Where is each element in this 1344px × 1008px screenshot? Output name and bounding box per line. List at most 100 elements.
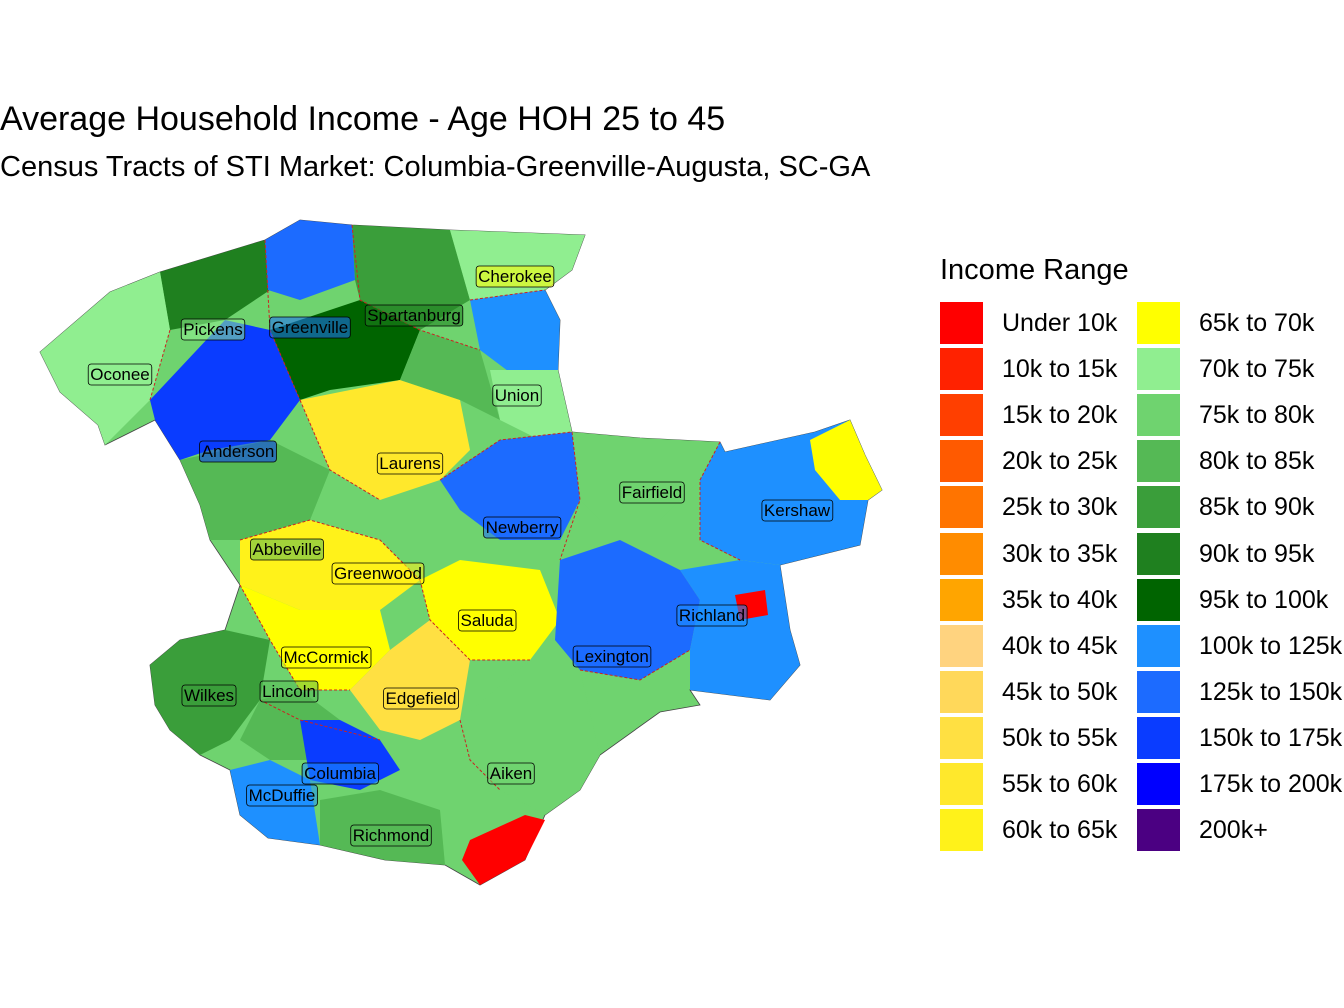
svg-text:Pickens: Pickens [183,320,243,339]
svg-text:Oconee: Oconee [90,365,150,384]
county-label-wilkes: Wilkes [181,684,237,707]
svg-text:Wilkes: Wilkes [184,686,234,705]
svg-text:Richland: Richland [679,606,745,625]
svg-text:McCormick: McCormick [284,648,369,667]
svg-text:Richmond: Richmond [353,826,430,845]
county-label-laurens: Laurens [376,452,444,475]
svg-text:Saluda: Saluda [461,611,514,630]
legend-swatch [1137,440,1180,483]
legend-swatch [940,348,983,391]
legend-swatch [940,809,983,852]
legend-label: 65k to 70k [1199,309,1315,337]
legend-swatch [940,394,983,437]
svg-text:Abbeville: Abbeville [253,540,322,559]
legend-label: 200k+ [1199,816,1268,845]
legend-item: 40k to 45k [940,623,1150,669]
legend-swatch [940,670,983,713]
svg-text:Lexington: Lexington [575,647,649,666]
county-label-abbeville: Abbeville [250,538,324,561]
legend-label: 80k to 85k [1199,447,1315,476]
county-label-edgefield: Edgefield [383,687,459,710]
county-label-richmond: Richmond [350,824,432,847]
legend-label: 125k to 150k [1199,677,1343,706]
svg-text:Aiken: Aiken [490,764,533,783]
legend-label: 50k to 55k [1002,723,1118,752]
legend-label: 25k to 30k [1002,493,1118,522]
legend-swatch [940,532,983,575]
svg-text:Greenville: Greenville [272,318,349,337]
county-label-cherokee: Cherokee [475,265,555,288]
legend-item: 85k to 90k [1137,484,1344,530]
legend-item: 75k to 80k [1137,392,1344,438]
legend-label: 95k to 100k [1199,585,1329,614]
legend-swatch [940,440,983,483]
county-label-oconee: Oconee [87,363,153,386]
svg-text:Edgefield: Edgefield [386,689,457,708]
legend-swatch [1137,624,1180,667]
county-label-mcduffie: McDuffie [246,784,318,807]
county-label-kershaw: Kershaw [761,499,834,522]
svg-text:Lincoln: Lincoln [262,682,316,701]
county-label-lincoln: Lincoln [259,680,319,703]
svg-text:Cherokee: Cherokee [478,267,552,286]
legend-item: 45k to 50k [940,669,1150,715]
legend-label: 40k to 45k [1002,631,1118,660]
county-label-pickens: Pickens [180,318,246,341]
legend-swatch [940,624,983,667]
legend-swatch [940,486,983,529]
legend-item: 30k to 35k [940,531,1150,577]
svg-text:Kershaw: Kershaw [764,501,831,520]
svg-text:Columbia: Columbia [304,764,376,783]
map-subtitle: Census Tracts of STI Market: Columbia-Gr… [0,151,871,183]
legend-swatch [1137,716,1180,759]
svg-text:McDuffie: McDuffie [249,786,316,805]
county-label-mccormick: McCormick [281,646,372,669]
legend-swatch [940,716,983,759]
county-labels: Cherokee Spartanburg Greenville Pickens Ocon… [87,265,834,847]
legend-swatch [1137,532,1180,575]
legend-item: 175k to 200k [1137,761,1344,807]
legend-item: 200k+ [1137,807,1344,853]
legend-item: 125k to 150k [1137,669,1344,715]
svg-text:Laurens: Laurens [379,454,440,473]
county-label-anderson: Anderson [199,440,277,463]
legend-label: 55k to 60k [1002,770,1118,798]
legend-item: Under 10k [940,300,1150,346]
county-label-greenville: Greenville [269,316,351,339]
legend-label: 150k to 175k [1199,723,1343,752]
legend-swatch [940,763,983,805]
legend-swatch [1137,486,1180,529]
county-label-lexington: Lexington [572,645,652,668]
legend-item: 20k to 25k [940,438,1150,484]
county-label-fairfield: Fairfield [619,481,685,504]
legend-item: 10k to 15k [940,346,1150,392]
svg-text:Anderson: Anderson [202,442,275,461]
legend-label: 60k to 65k [1002,816,1118,845]
county-label-greenwood: Greenwood [331,562,425,585]
legend-label: 10k to 15k [1002,355,1118,384]
county-label-aiken: Aiken [487,762,535,785]
legend-item: 15k to 20k [940,392,1150,438]
county-label-richland: Richland [676,604,748,627]
legend-label: 100k to 125k [1199,631,1343,660]
county-label-columbia: Columbia [301,762,379,785]
legend-item: 80k to 85k [1137,438,1344,484]
legend-label: 30k to 35k [1002,539,1118,568]
svg-text:Newberry: Newberry [486,518,559,537]
legend-label: 85k to 90k [1199,493,1315,522]
svg-text:Fairfield: Fairfield [622,483,682,502]
county-label-spartanburg: Spartanburg [364,304,464,327]
legend-swatch [1137,763,1180,805]
county-label-saluda: Saluda [458,609,517,632]
legend-swatch [940,302,983,344]
legend-item: 60k to 65k [940,807,1150,853]
svg-text:Spartanburg: Spartanburg [367,306,461,325]
legend-label: 90k to 95k [1199,539,1315,568]
legend-item: 100k to 125k [1137,623,1344,669]
map-title: Average Household Income - Age HOH 25 to… [0,100,726,138]
choropleth-map: Cherokee Spartanburg Greenville Pickens Ocon… [39,219,883,886]
legend-label: Under 10k [1002,309,1118,337]
legend-item: 35k to 40k [940,577,1150,623]
legend-swatch [1137,809,1180,852]
legend-label: 75k to 80k [1199,401,1315,430]
